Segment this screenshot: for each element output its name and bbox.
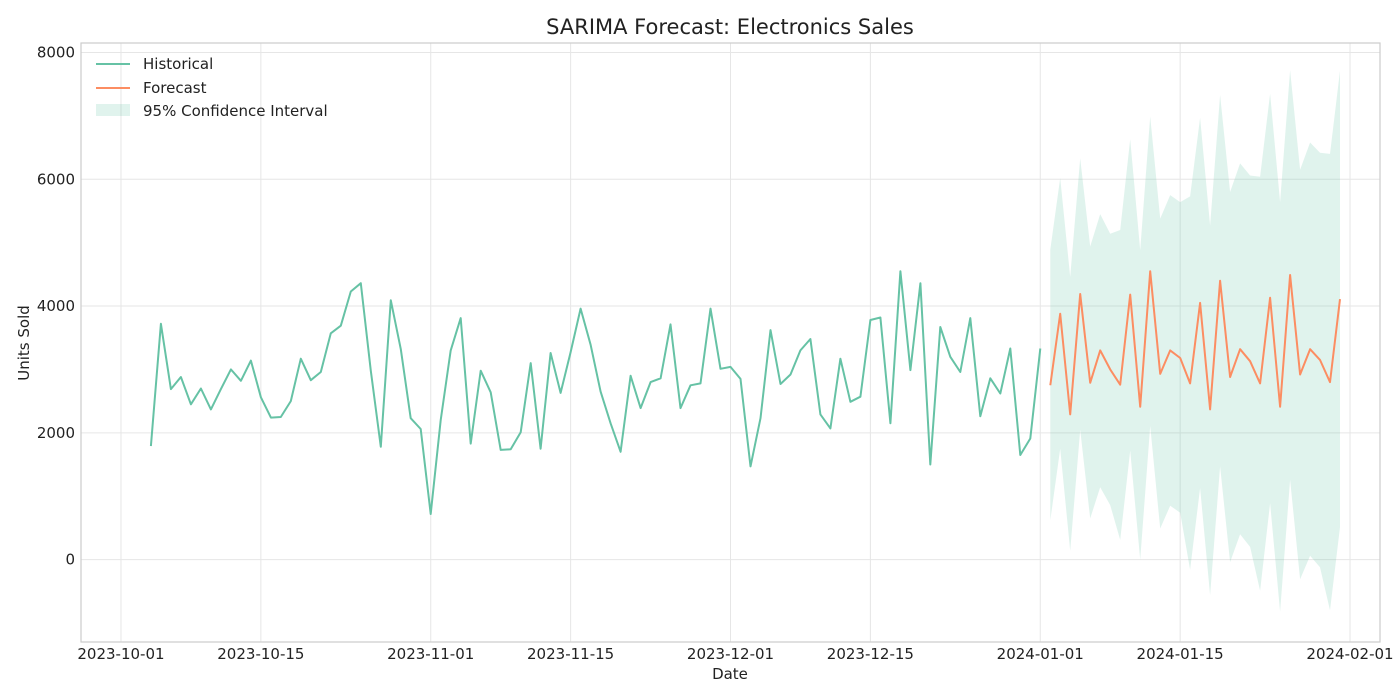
y-tick-labels: 0 2000 4000 6000 8000: [37, 44, 75, 569]
plot-frame: [80, 42, 1381, 643]
x-tick-label: 2023-12-15: [827, 645, 914, 663]
series-layer: [149, 270, 1341, 515]
legend-confidence-label: 95% Confidence Interval: [143, 102, 328, 120]
y-tick-label: 6000: [37, 170, 75, 188]
x-tick-label: 2023-11-01: [387, 645, 474, 663]
y-tick-label: 4000: [37, 297, 75, 315]
x-tick-label: 2024-01-15: [1137, 645, 1224, 663]
x-tick-label: 2023-11-15: [527, 645, 614, 663]
chart-title: SARIMA Forecast: Electronics Sales: [546, 15, 914, 39]
historical-line: [149, 270, 1042, 515]
legend-forecast-label: Forecast: [143, 79, 207, 97]
x-tick-labels: 2023-10-01 2023-10-15 2023-11-01 2023-11-15…: [77, 645, 1393, 663]
x-axis-label: Date: [712, 665, 748, 683]
x-tick-label: 2024-02-01: [1306, 645, 1393, 663]
x-tick-label: 2024-01-01: [997, 645, 1084, 663]
legend: Historical Forecast 95% Confidence Inter…: [96, 55, 328, 120]
x-tick-label: 2023-12-01: [687, 645, 774, 663]
y-tick-label: 8000: [37, 44, 75, 62]
y-tick-label: 0: [65, 551, 75, 569]
forecast-line: [1049, 270, 1341, 416]
y-tick-label: 2000: [37, 424, 75, 442]
x-tick-label: 2023-10-01: [77, 645, 164, 663]
grid-lines: [81, 43, 1380, 642]
legend-historical-label: Historical: [143, 55, 213, 73]
y-axis-label: Units Sold: [15, 305, 33, 381]
x-tick-label: 2023-10-15: [217, 645, 304, 663]
legend-confidence-swatch: [96, 104, 130, 116]
